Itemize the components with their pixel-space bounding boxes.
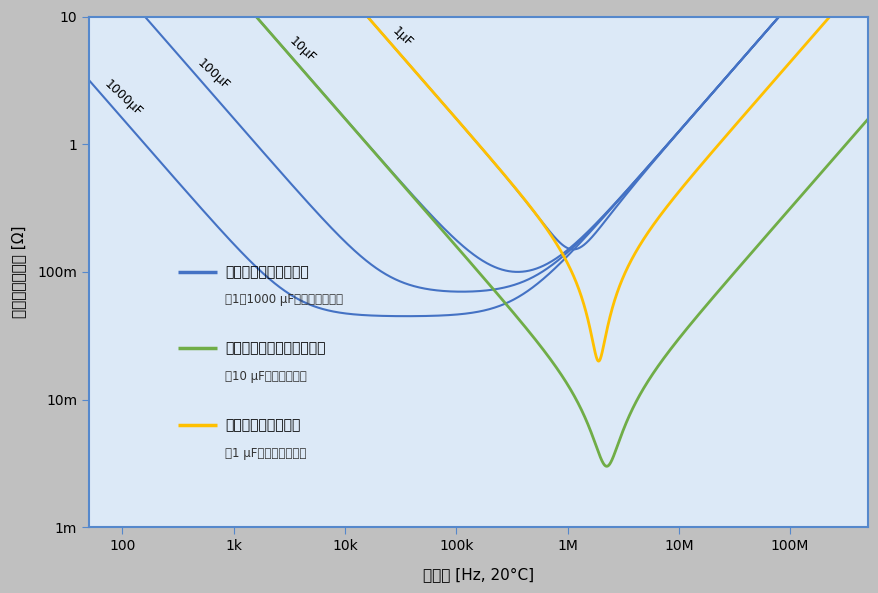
Text: フィルムコンデンサ: フィルムコンデンサ — [225, 418, 300, 432]
Text: 1μF: 1μF — [389, 24, 414, 49]
Text: （1～1000 μF，リード線形）: （1～1000 μF，リード線形） — [225, 294, 342, 307]
Text: 10μF: 10μF — [286, 34, 318, 65]
Text: アルミ電解コンデンサ: アルミ電解コンデンサ — [225, 265, 309, 279]
Text: （1 μF，リード線形）: （1 μF，リード線形） — [225, 447, 306, 460]
Text: （10 μF，チップ形）: （10 μF，チップ形） — [225, 370, 306, 383]
Y-axis label: インピーダンス [Ω]: インピーダンス [Ω] — [11, 226, 26, 318]
X-axis label: 周波数 [Hz, 20°C]: 周波数 [Hz, 20°C] — [422, 567, 533, 582]
Text: 100μF: 100μF — [195, 57, 232, 93]
Text: 積層セラミックコンデンサ: 積層セラミックコンデンサ — [225, 342, 326, 355]
Text: 1000μF: 1000μF — [102, 77, 145, 119]
